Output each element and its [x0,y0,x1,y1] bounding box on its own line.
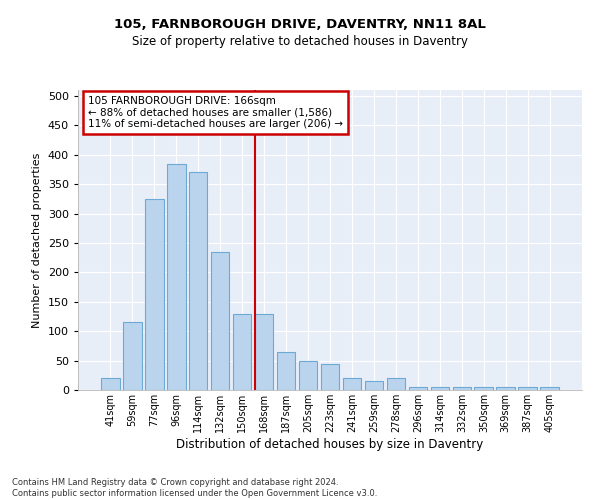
Text: Contains HM Land Registry data © Crown copyright and database right 2024.
Contai: Contains HM Land Registry data © Crown c… [12,478,377,498]
Bar [211,252,229,390]
Bar [343,378,361,390]
Bar [475,387,493,390]
Bar [189,172,208,390]
Bar [145,199,164,390]
Bar [255,314,274,390]
Bar [233,314,251,390]
Bar [101,378,119,390]
Bar [123,322,142,390]
Bar [541,387,559,390]
Bar [431,387,449,390]
Bar [409,387,427,390]
Text: 105 FARNBOROUGH DRIVE: 166sqm
← 88% of detached houses are smaller (1,586)
11% o: 105 FARNBOROUGH DRIVE: 166sqm ← 88% of d… [88,96,343,129]
Bar [452,387,471,390]
Bar [277,352,295,390]
Bar [299,360,317,390]
Bar [320,364,340,390]
Bar [518,387,537,390]
Text: Size of property relative to detached houses in Daventry: Size of property relative to detached ho… [132,35,468,48]
Bar [386,378,405,390]
X-axis label: Distribution of detached houses by size in Daventry: Distribution of detached houses by size … [176,438,484,450]
Bar [496,387,515,390]
Bar [365,381,383,390]
Text: 105, FARNBOROUGH DRIVE, DAVENTRY, NN11 8AL: 105, FARNBOROUGH DRIVE, DAVENTRY, NN11 8… [114,18,486,30]
Y-axis label: Number of detached properties: Number of detached properties [32,152,42,328]
Bar [167,164,185,390]
